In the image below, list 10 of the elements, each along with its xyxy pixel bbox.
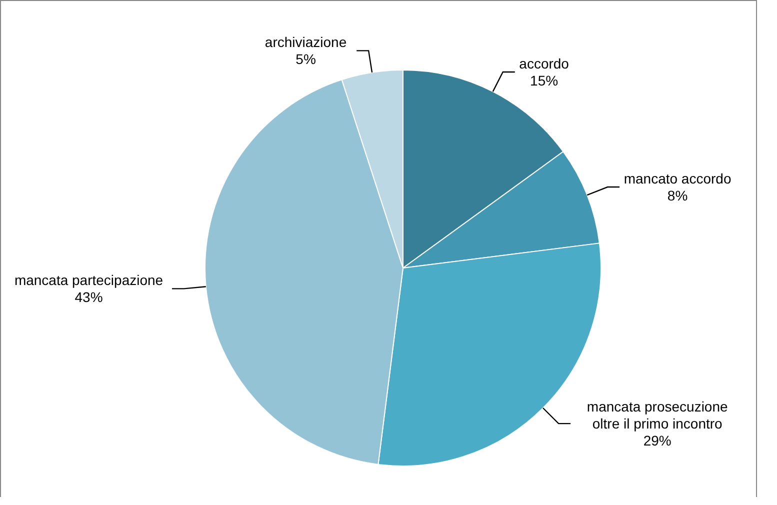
- data-label: 5%: [296, 51, 316, 68]
- data-label: 29%: [643, 432, 672, 449]
- data-label: 43%: [74, 289, 103, 306]
- slice-label: mancata prosecuzione oltre il primo incontro: [586, 398, 728, 432]
- data-label: 8%: [667, 188, 688, 204]
- slice-label: archiviazione: [264, 34, 347, 50]
- slice-label: mancata partecipazione: [14, 272, 164, 288]
- slice-label: accordo: [519, 55, 570, 72]
- slice-label: mancato accordo: [624, 170, 732, 187]
- data-label: 15%: [530, 72, 558, 88]
